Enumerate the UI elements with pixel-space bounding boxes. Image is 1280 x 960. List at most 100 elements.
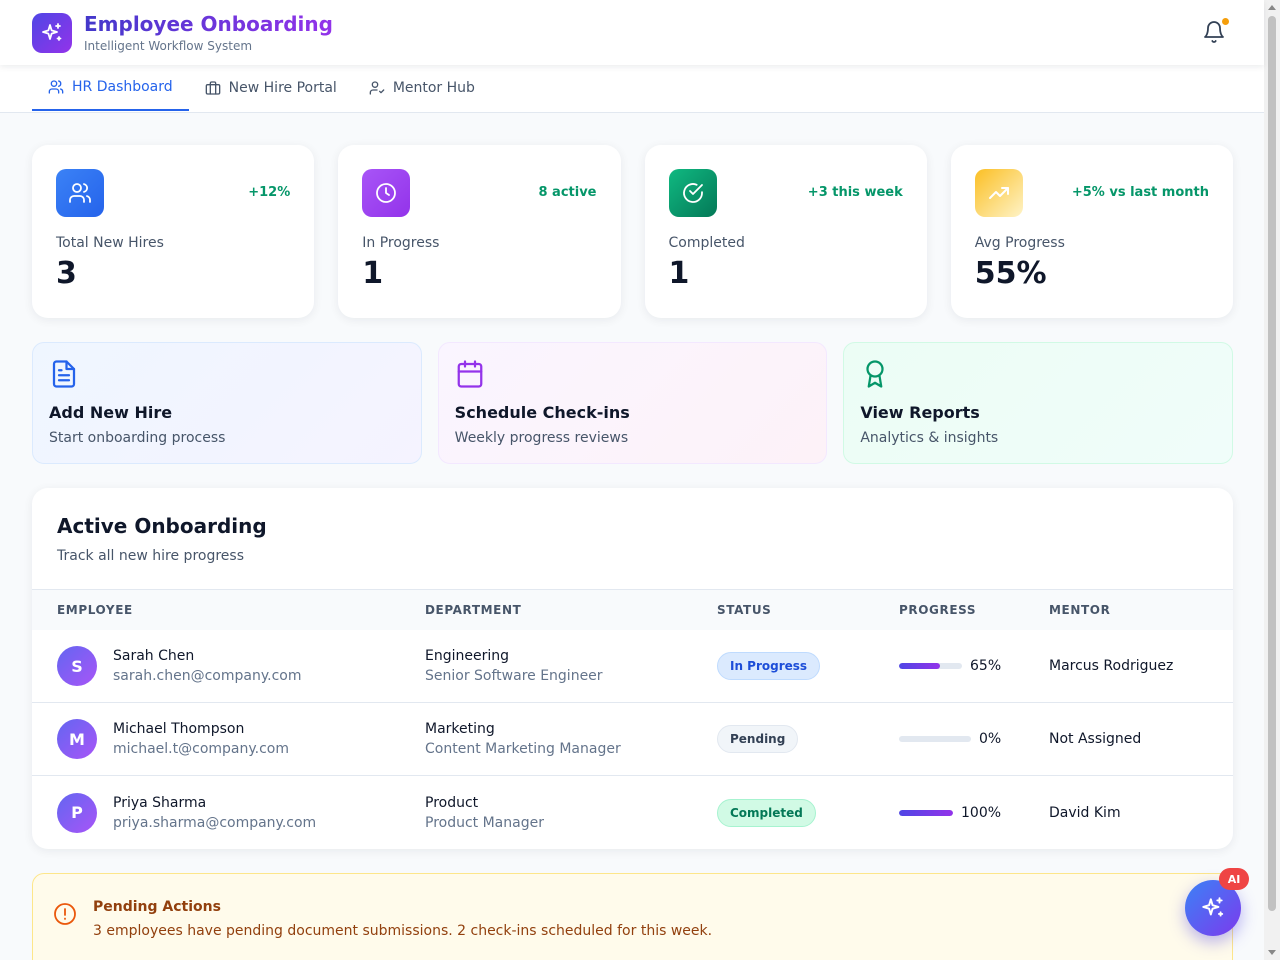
role: Content Marketing Manager [425, 741, 621, 757]
action-title: Add New Hire [49, 403, 173, 422]
stat-delta: 8 active [538, 185, 597, 200]
employee-email: michael.t@company.com [113, 741, 289, 757]
progress-bar [899, 663, 962, 669]
app-subtitle: Intelligent Workflow System [84, 38, 253, 53]
role: Senior Software Engineer [425, 668, 603, 684]
ai-assistant-button[interactable]: AI [1185, 868, 1249, 936]
employee-name: Sarah Chen [113, 648, 195, 664]
status-badge: In Progress [717, 652, 821, 680]
table-row[interactable]: S Sarah Chen sarah.chen@company.com Engi… [32, 630, 1233, 703]
avatar: P [57, 792, 97, 833]
active-onboarding-table: Active Onboarding Track all new hire pro… [32, 488, 1233, 849]
stat-card-completed: +3 this week Completed 1 [644, 145, 927, 318]
stat-label: Completed [668, 235, 745, 251]
department: Engineering [425, 648, 509, 664]
table-title: Active Onboarding [57, 514, 267, 538]
column-employee: EMPLOYEE [57, 603, 133, 617]
column-progress: PROGRESS [899, 603, 977, 617]
quick-actions: Add New Hire Start onboarding process Sc… [32, 342, 1234, 464]
tab-label: Mentor Hub [392, 80, 475, 96]
progress-fill [899, 663, 940, 669]
employee-email: priya.sharma@company.com [113, 814, 317, 831]
progress-bar [899, 736, 971, 742]
app-header: Employee Onboarding Intelligent Workflow… [0, 0, 1264, 65]
user-check-icon [369, 81, 385, 95]
tab-new-hire-portal[interactable]: New Hire Portal [189, 65, 353, 111]
alert-title: Pending Actions [93, 899, 221, 915]
avatar: S [57, 646, 97, 686]
role: Product Manager [425, 814, 544, 831]
users-icon [56, 169, 104, 217]
view-reports-button[interactable]: View Reports Analytics & insights [843, 342, 1234, 464]
app-title: Employee Onboarding [84, 11, 333, 36]
page-scrollbar[interactable] [1264, 0, 1280, 960]
mentor-name: Not Assigned [1049, 731, 1142, 747]
action-title: View Reports [860, 403, 980, 422]
award-icon [866, 360, 884, 388]
table-subtitle: Track all new hire progress [57, 548, 244, 564]
tab-label: New Hire Portal [228, 80, 337, 96]
sparkles-icon [1202, 897, 1224, 917]
table-header: Active Onboarding Track all new hire pro… [32, 488, 1233, 590]
column-department: DEPARTMENT [425, 603, 522, 617]
stat-delta: +5% vs last month [1071, 185, 1209, 200]
stat-value: 55% [974, 256, 1047, 291]
schedule-check-ins-button[interactable]: Schedule Check-ins Weekly progress revie… [437, 342, 828, 464]
stat-card-total-new-hires: +12% Total New Hires 3 [32, 145, 315, 318]
stat-label: In Progress [362, 235, 440, 251]
scroll-up-icon[interactable] [1268, 5, 1276, 10]
notification-dot [1222, 18, 1229, 25]
clock-icon [362, 169, 411, 217]
scroll-down-icon[interactable] [1268, 950, 1276, 955]
trending-up-icon [974, 169, 1023, 217]
tab-mentor-hub[interactable]: Mentor Hub [353, 65, 491, 111]
briefcase-icon [205, 81, 221, 95]
stat-delta: +3 this week [807, 185, 903, 200]
scroll-thumb[interactable] [1268, 16, 1276, 911]
progress-fill [899, 809, 953, 816]
brand: Employee Onboarding Intelligent Workflow… [84, 12, 333, 54]
column-status: STATUS [717, 603, 772, 617]
stat-card-avg-progress: +5% vs last month Avg Progress 55% [950, 145, 1233, 318]
users-icon [48, 80, 64, 94]
stat-delta: +12% [248, 185, 291, 200]
alert-circle-icon [54, 903, 76, 925]
stat-label: Avg Progress [974, 235, 1065, 251]
mentor-name: Marcus Rodriguez [1049, 658, 1174, 674]
employee-name: Michael Thompson [113, 721, 245, 737]
stat-label: Total New Hires [56, 235, 164, 251]
calendar-icon [457, 360, 483, 388]
status-badge: Pending [717, 725, 799, 753]
table-row[interactable]: P Priya Sharma priya.sharma@company.com … [32, 776, 1233, 849]
progress-percent: 100% [961, 804, 1002, 821]
tab-hr-dashboard[interactable]: HR Dashboard [32, 65, 189, 111]
pending-actions-alert: Pending Actions 3 employees have pending… [32, 873, 1233, 960]
ai-badge: AI [1219, 868, 1249, 890]
stat-value: 3 [56, 256, 77, 291]
add-new-hire-button[interactable]: Add New Hire Start onboarding process [32, 342, 422, 464]
table-columns: EMPLOYEE DEPARTMENT STATUS PROGRESS MENT… [32, 590, 1233, 630]
alert-text: 3 employees have pending document submis… [93, 923, 713, 939]
column-mentor: MENTOR [1049, 603, 1111, 617]
progress-bar [899, 809, 953, 816]
progress-percent: 65% [970, 658, 1002, 674]
action-title: Schedule Check-ins [454, 403, 630, 422]
mentor-name: David Kim [1049, 804, 1121, 821]
tab-bar: HR Dashboard New Hire Portal Mentor Hub [0, 65, 1264, 113]
progress-percent: 0% [979, 731, 1002, 747]
bell-icon[interactable] [1202, 18, 1229, 44]
tab-label: HR Dashboard [72, 79, 173, 95]
table-row[interactable]: M Michael Thompson michael.t@company.com… [32, 703, 1233, 776]
check-circle-icon [668, 169, 717, 217]
document-icon [52, 360, 76, 388]
department: Product [425, 794, 479, 811]
action-subtitle: Start onboarding process [49, 430, 226, 446]
stat-card-in-progress: 8 active In Progress 1 [338, 145, 621, 318]
action-subtitle: Weekly progress reviews [454, 430, 629, 446]
action-subtitle: Analytics & insights [860, 430, 999, 446]
stats-row: +12% Total New Hires 3 8 active In Progr… [32, 145, 1233, 318]
status-badge: Completed [717, 798, 816, 827]
sparkles-icon [32, 12, 72, 53]
department: Marketing [425, 721, 495, 737]
avatar: M [57, 719, 97, 759]
